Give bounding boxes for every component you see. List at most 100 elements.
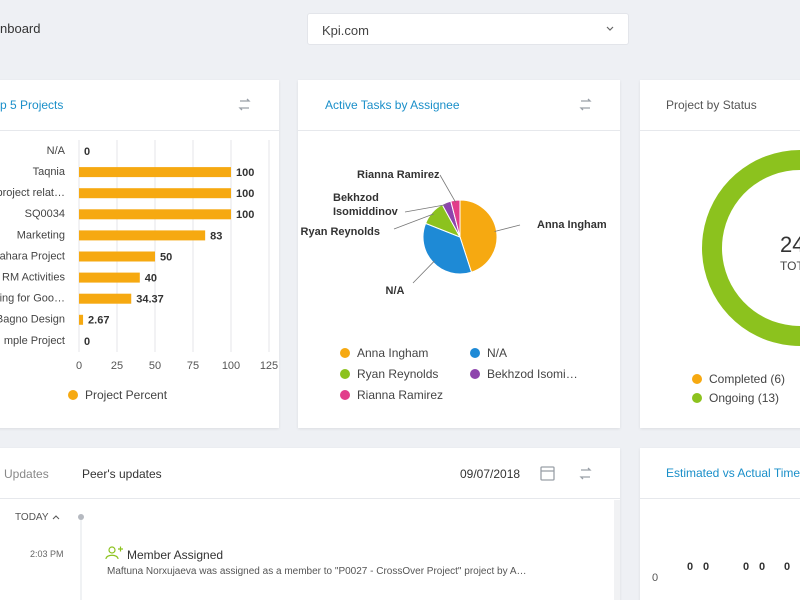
bar	[79, 209, 231, 220]
center-value: 24	[780, 232, 800, 257]
y-tick-label: 0	[652, 572, 658, 584]
update-time: 2:03 PM	[30, 549, 64, 559]
x-tick-label: 0	[76, 360, 82, 372]
legend-label: Rianna Ramirez	[357, 388, 444, 402]
value-label: 100	[236, 167, 254, 179]
legend-swatch	[692, 374, 702, 384]
bar	[79, 167, 231, 178]
value-label: 0	[759, 561, 765, 573]
value-label: 0	[687, 561, 693, 573]
value-label: 100	[236, 209, 254, 221]
legend-item[interactable]: Completed (6)	[692, 372, 785, 386]
refresh-icon[interactable]	[579, 98, 592, 111]
value-label: 34.37	[136, 294, 164, 306]
legend-swatch	[470, 348, 480, 358]
y-tick-label: RM Activities	[2, 272, 65, 284]
member-icon	[105, 546, 123, 560]
y-tick-label: Bagno Design	[0, 314, 65, 326]
x-tick-label: 25	[111, 360, 123, 372]
value-label: 0	[703, 561, 709, 573]
donut-segment	[702, 150, 800, 346]
y-tick-label: N/A	[47, 145, 66, 157]
value-label: 100	[236, 188, 254, 200]
y-tick-label: SQ0034	[25, 208, 65, 220]
bar	[79, 314, 84, 325]
value-label: 0	[84, 146, 90, 158]
scrollbar[interactable]	[614, 500, 620, 600]
refresh-icon[interactable]	[579, 467, 592, 480]
page-title: nboard	[0, 21, 41, 36]
y-tick-label: project relat…	[0, 187, 65, 199]
legend-label: Anna Ingham	[357, 346, 429, 360]
legend-swatch	[340, 390, 350, 400]
y-tick-label: mple Project	[4, 335, 65, 347]
updates-panel	[0, 448, 620, 600]
legend-item[interactable]: Anna Ingham	[340, 346, 428, 360]
legend-label: Ryan Reynolds	[357, 367, 439, 381]
calendar-icon[interactable]	[540, 466, 555, 481]
x-tick-label: 75	[187, 360, 199, 372]
day-label: TODAY	[15, 512, 49, 523]
y-tick-label: Marketing	[17, 229, 65, 241]
panel-title: Estimated vs Actual Time	[666, 466, 800, 480]
tab[interactable]: Peer's updates	[82, 467, 162, 481]
legend-item[interactable]: Rianna Ramirez	[340, 388, 443, 402]
company-select[interactable]: Kpi.com	[307, 13, 629, 45]
tab[interactable]: Updates	[4, 467, 49, 481]
value-label: 0	[84, 336, 90, 348]
panel-title: Active Tasks by Assignee	[325, 98, 460, 112]
legend-swatch	[470, 369, 480, 379]
slice-label: Ryan Reynolds	[301, 226, 380, 238]
legend-item[interactable]: Ryan Reynolds	[340, 367, 438, 381]
leader-line	[494, 224, 521, 232]
select-value: Kpi.com	[322, 23, 369, 38]
x-tick-label: 50	[149, 360, 161, 372]
y-tick-label: Taqnia	[33, 166, 66, 178]
bar	[79, 293, 132, 304]
leader-line	[439, 174, 456, 203]
value-label: 0	[784, 561, 790, 573]
legend-label: Bekhzod Isomiddinov	[487, 367, 579, 381]
update-title: Member Assigned	[127, 548, 224, 562]
legend-item[interactable]: N/A	[470, 346, 507, 360]
legend-label: Ongoing (13)	[709, 391, 780, 405]
center-label: TOT	[780, 259, 800, 273]
refresh-icon[interactable]	[238, 98, 251, 111]
value-label: 50	[160, 251, 172, 263]
y-tick-label: ting for Goo…	[0, 293, 65, 305]
pie-slice	[450, 199, 461, 238]
legend-item[interactable]: Bekhzod Isomiddinov	[470, 367, 579, 381]
legend-swatch	[68, 390, 78, 400]
value-label: 83	[210, 230, 222, 242]
slice-label: Anna Ingham	[537, 219, 607, 231]
slice-label: Bekhzod Isomiddinov	[333, 192, 399, 218]
leader-line	[393, 213, 434, 230]
bar	[79, 188, 231, 199]
leader-line	[404, 204, 448, 213]
date[interactable]: 09/07/2018	[460, 467, 521, 481]
value-label: 0	[743, 561, 749, 573]
bar	[79, 251, 155, 262]
legend-swatch	[692, 393, 702, 403]
panel-title: Project by Status	[666, 98, 757, 112]
bar	[79, 272, 140, 283]
collapse-icon[interactable]	[52, 515, 60, 520]
legend-label: Project Percent	[85, 388, 168, 402]
x-tick-label: 100	[222, 360, 240, 372]
slice-label: Rianna Ramirez	[357, 169, 440, 181]
legend-item[interactable]: Ongoing (13)	[692, 391, 779, 405]
value-label: 40	[145, 273, 157, 285]
legend-swatch	[340, 369, 350, 379]
update-text: Maftuna Norxujaeva was assigned as a mem…	[107, 566, 527, 577]
y-tick-label: ahara Project	[0, 250, 65, 262]
estimate-panel: Estimated vs Actual Time	[640, 448, 800, 600]
value-label: 2.67	[88, 315, 109, 327]
legend-label: N/A	[487, 346, 508, 360]
chevron-icon	[606, 26, 614, 31]
legend-item[interactable]: Project Percent	[68, 388, 167, 402]
slice-label: N/A	[386, 285, 405, 297]
panel-title: p 5 Projects	[0, 98, 64, 112]
leader-line	[412, 260, 435, 284]
